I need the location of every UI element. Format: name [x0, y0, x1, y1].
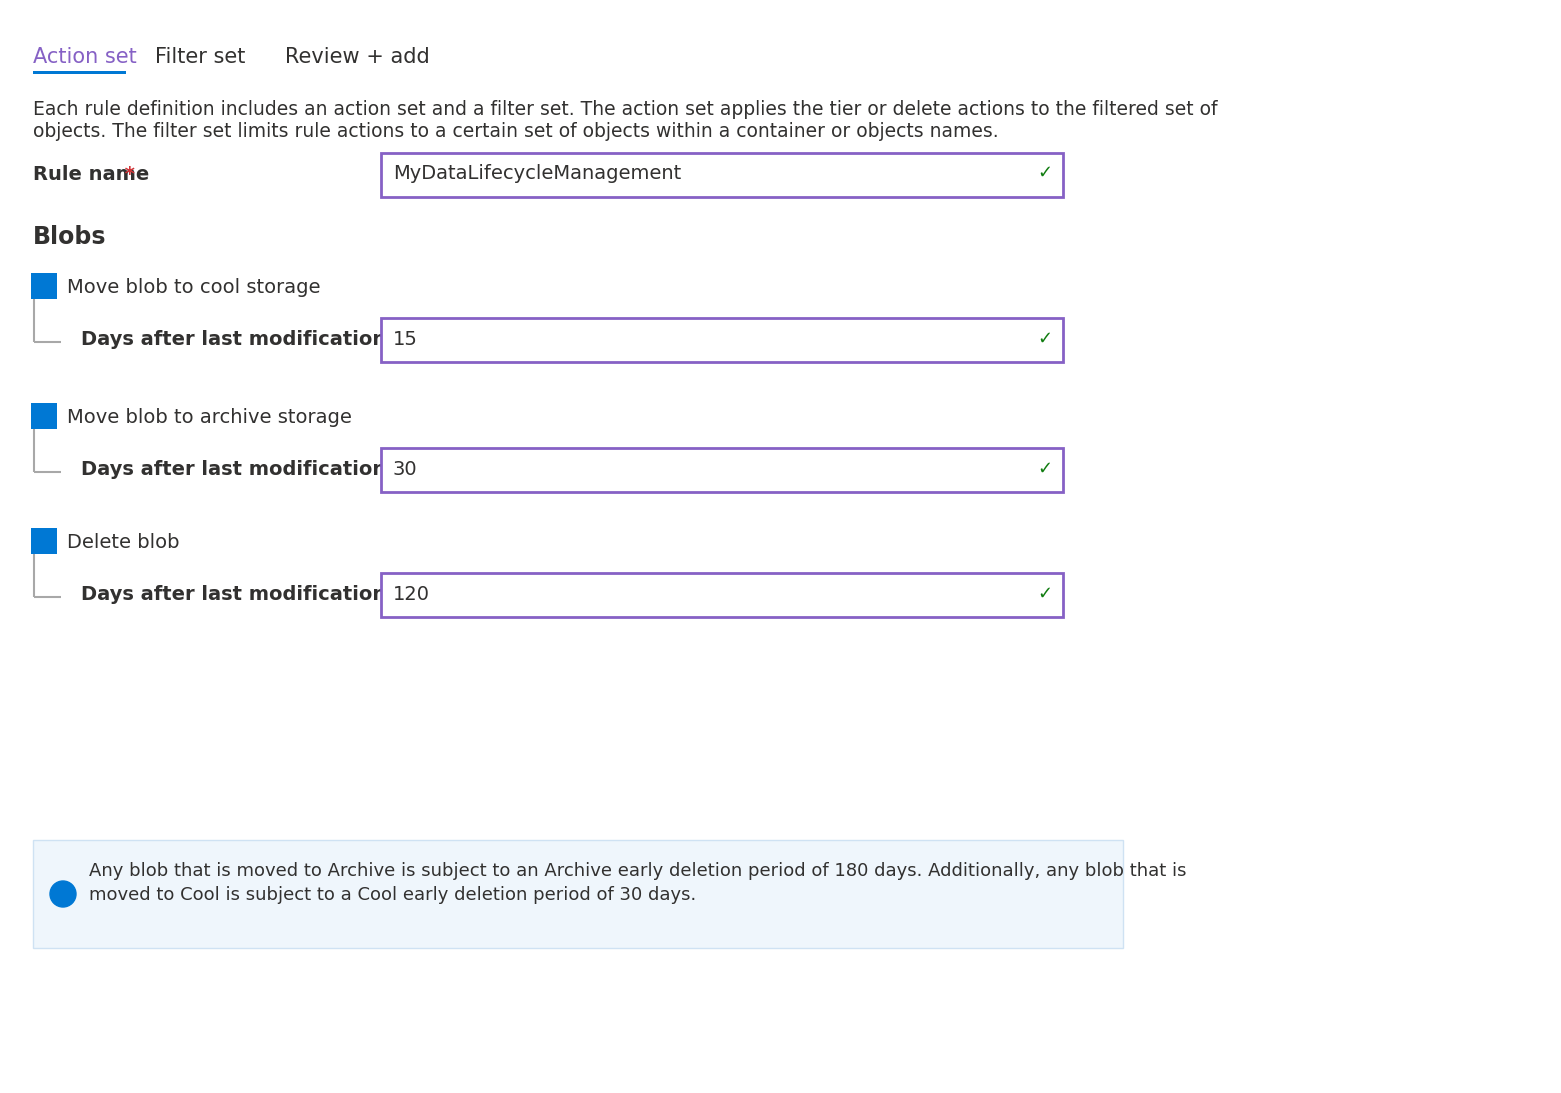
Text: ✓: ✓ — [37, 409, 50, 423]
FancyBboxPatch shape — [31, 528, 58, 554]
Text: *: * — [119, 165, 134, 184]
Text: Rule name: Rule name — [33, 165, 150, 184]
FancyBboxPatch shape — [381, 318, 1063, 362]
FancyBboxPatch shape — [31, 403, 58, 428]
Text: objects. The filter set limits rule actions to a certain set of objects within a: objects. The filter set limits rule acti… — [33, 122, 999, 141]
Text: Days after last modification: Days after last modification — [81, 330, 386, 349]
Text: Delete blob: Delete blob — [67, 533, 180, 552]
FancyBboxPatch shape — [33, 841, 1122, 948]
Text: ✓: ✓ — [1037, 330, 1052, 348]
Text: ✓: ✓ — [37, 279, 50, 294]
Text: Any blob that is moved to Archive is subject to an Archive early deletion period: Any blob that is moved to Archive is sub… — [89, 862, 1186, 880]
FancyBboxPatch shape — [381, 448, 1063, 492]
Text: ✓: ✓ — [1037, 585, 1052, 603]
Text: ✓: ✓ — [37, 533, 50, 549]
Text: Days after last modification: Days after last modification — [81, 585, 386, 604]
Text: i: i — [61, 885, 66, 900]
FancyBboxPatch shape — [381, 573, 1063, 618]
Text: Move blob to archive storage: Move blob to archive storage — [67, 408, 351, 427]
Text: Days after last modification: Days after last modification — [81, 460, 386, 479]
Text: Review + add: Review + add — [286, 47, 429, 67]
Text: 30: 30 — [393, 460, 418, 479]
Text: MyDataLifecycleManagement: MyDataLifecycleManagement — [393, 164, 681, 183]
Text: moved to Cool is subject to a Cool early deletion period of 30 days.: moved to Cool is subject to a Cool early… — [89, 886, 696, 904]
Text: Move blob to cool storage: Move blob to cool storage — [67, 278, 320, 297]
Text: 15: 15 — [393, 330, 418, 349]
Circle shape — [50, 881, 76, 907]
Text: Blobs: Blobs — [33, 225, 106, 249]
FancyBboxPatch shape — [31, 273, 58, 299]
Bar — [33, 71, 126, 73]
Text: Action set: Action set — [33, 47, 137, 67]
FancyBboxPatch shape — [381, 153, 1063, 197]
Text: ✓: ✓ — [1037, 460, 1052, 478]
Text: 120: 120 — [393, 585, 429, 604]
Text: Filter set: Filter set — [155, 47, 245, 67]
Text: Each rule definition includes an action set and a filter set. The action set app: Each rule definition includes an action … — [33, 99, 1218, 119]
Text: ✓: ✓ — [1037, 164, 1052, 183]
